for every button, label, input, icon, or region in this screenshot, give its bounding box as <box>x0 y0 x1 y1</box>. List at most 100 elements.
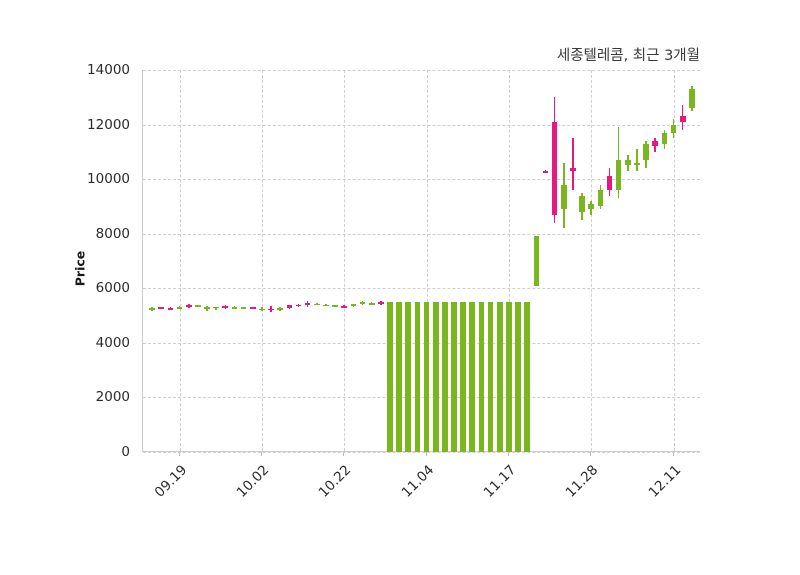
candlestick <box>442 70 448 452</box>
candlestick-body <box>652 140 659 147</box>
candlestick-body <box>634 162 640 166</box>
candlestick-wick <box>270 305 272 312</box>
x-tick-label: 10.02 <box>233 462 273 501</box>
candlestick <box>341 70 348 452</box>
gridline-horizontal <box>143 342 700 344</box>
gridline-horizontal <box>143 70 700 71</box>
candlestick-body <box>533 236 540 286</box>
y-tick-label: 10000 <box>87 171 130 188</box>
candlestick <box>259 70 265 452</box>
candlestick <box>551 70 558 452</box>
candlestick-body <box>624 160 631 166</box>
candlestick <box>396 70 402 452</box>
x-tick-mark <box>672 452 674 456</box>
candlestick-body <box>506 301 512 452</box>
candlestick-body <box>158 307 165 309</box>
candlestick-wick <box>636 149 638 171</box>
candlestick-body <box>560 184 567 210</box>
candlestick <box>606 70 613 452</box>
candlestick <box>670 70 677 452</box>
y-tick-label: 12000 <box>87 116 130 133</box>
candlestick-body <box>487 301 494 452</box>
candlestick <box>689 70 695 452</box>
y-tick-label: 2000 <box>95 389 130 406</box>
candlestick <box>185 70 192 452</box>
candlestick <box>268 70 274 452</box>
candlestick <box>240 70 247 452</box>
candlestick-body <box>442 301 448 452</box>
candlestick-body <box>496 301 503 452</box>
candlestick-body <box>240 307 247 309</box>
gridline-vertical <box>673 70 675 451</box>
candlestick-body <box>195 305 201 307</box>
candlestick-body <box>615 160 622 191</box>
candlestick-body <box>588 203 595 210</box>
candlestick-body <box>597 190 604 207</box>
candlestick-body <box>551 121 558 215</box>
candlestick <box>469 70 476 452</box>
chart-title: 세종텔레콤, 최근 3개월 <box>556 48 700 64</box>
candlestick-body <box>259 308 265 311</box>
x-tick-mark <box>343 452 345 456</box>
candlestick-body <box>249 307 256 309</box>
candlestick <box>359 70 366 452</box>
y-tick-label: 4000 <box>95 334 130 351</box>
y-tick-label: 6000 <box>95 280 130 297</box>
gridline-vertical <box>426 70 428 451</box>
candlestick-body <box>451 301 457 452</box>
candlestick-body <box>524 301 531 452</box>
gridline-vertical <box>344 70 346 451</box>
candlestick <box>158 70 165 452</box>
candlestick-body <box>643 143 649 161</box>
candlestick <box>231 70 238 452</box>
candlestick <box>368 70 375 452</box>
candlestick <box>451 70 457 452</box>
plot-area <box>142 70 700 453</box>
gridline-horizontal <box>143 397 700 399</box>
x-tick-mark <box>590 452 592 456</box>
candlestick-body <box>689 89 695 109</box>
candlestick <box>524 70 531 452</box>
candlestick-body <box>661 132 668 144</box>
x-tick-mark <box>178 452 180 456</box>
candlestick <box>176 70 183 452</box>
candlestick <box>323 70 329 452</box>
x-tick-label: 11.17 <box>480 462 520 501</box>
candlestick-body <box>606 176 613 191</box>
candlestick <box>405 70 412 452</box>
candlestick <box>387 70 393 452</box>
candlestick <box>304 70 311 452</box>
candlestick-body <box>286 305 293 308</box>
candlestick-body <box>313 303 320 306</box>
candlestick-body <box>204 307 210 309</box>
candlestick-body <box>323 304 329 307</box>
y-tick-label: 0 <box>121 444 130 460</box>
candlestick <box>478 70 485 452</box>
candlestick <box>579 70 585 452</box>
gridline-vertical <box>179 70 181 451</box>
candlestick-body <box>423 301 430 452</box>
candlestick-wick <box>572 138 574 191</box>
candlestick-body <box>213 306 219 309</box>
gridline-vertical <box>591 70 593 451</box>
candlestick <box>542 70 549 452</box>
x-tick-mark <box>507 452 509 456</box>
x-tick-label: 11.04 <box>398 462 437 501</box>
candlestick-body <box>670 124 677 133</box>
candlestick <box>286 70 293 452</box>
candlestick <box>679 70 686 452</box>
candlestick <box>295 70 302 452</box>
candlestick <box>277 70 284 452</box>
candlestick-body <box>378 301 384 304</box>
candlestick <box>533 70 540 452</box>
candlestick-body <box>679 116 686 122</box>
gridline-horizontal <box>143 179 700 181</box>
candlestick-body <box>368 303 375 305</box>
x-tick-label: 11.28 <box>562 462 602 501</box>
candlestick-body <box>414 301 421 452</box>
candlestick-body <box>387 301 393 452</box>
candlestick-body <box>176 307 183 309</box>
candlestick-body <box>268 308 274 311</box>
x-tick-mark <box>260 452 262 456</box>
candlestick <box>332 70 338 452</box>
